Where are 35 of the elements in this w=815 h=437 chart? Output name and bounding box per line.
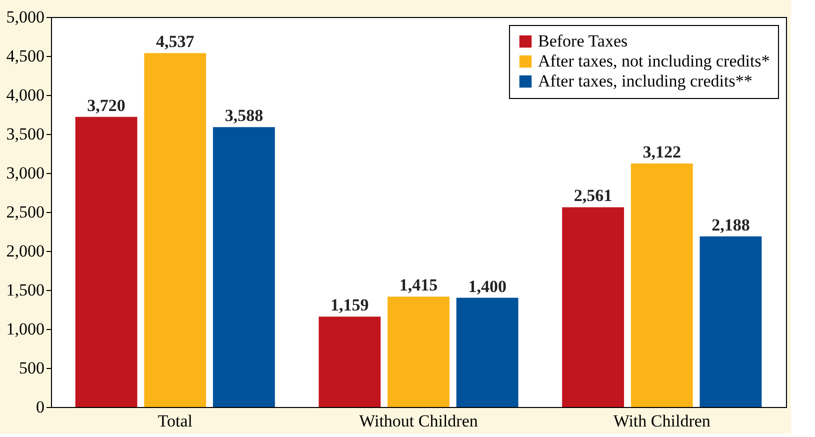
data-label: 2,188 <box>712 215 750 234</box>
y-tick-label: 0 <box>36 398 44 416</box>
data-label: 3,122 <box>642 142 682 162</box>
x-tick-label: Without Children <box>359 412 478 430</box>
y-tick-label: 1,000 <box>6 320 44 338</box>
legend-label: After taxes, including credits** <box>538 72 752 90</box>
legend-label: After taxes, not including credits* <box>538 52 770 70</box>
x-tick-label: With Children <box>613 412 711 430</box>
bar <box>630 163 693 407</box>
data-label: 1,415 <box>399 276 438 295</box>
bar <box>562 207 624 407</box>
bar <box>75 116 138 407</box>
y-tick-label: 2,500 <box>6 202 44 222</box>
y-tick-label: 4,000 <box>6 86 44 104</box>
y-tick-label: 2,000 <box>6 242 44 260</box>
data-label: 4,537 <box>156 32 195 52</box>
bar <box>318 316 381 407</box>
data-label: 2,561 <box>574 186 612 206</box>
bar <box>700 236 762 407</box>
data-label: 1,400 <box>468 276 506 296</box>
y-tick-label: 3,500 <box>6 124 44 144</box>
data-label: 1,159 <box>330 296 369 315</box>
x-tick-label: Total <box>158 412 193 430</box>
data-label: 3,588 <box>224 106 264 126</box>
y-tick-label: 3,000 <box>6 164 44 182</box>
y-tick-label: 4,500 <box>6 46 44 66</box>
bar <box>456 298 518 407</box>
data-label: 3,720 <box>87 96 126 115</box>
y-tick-label: 5,000 <box>6 8 44 26</box>
bar <box>388 296 450 407</box>
bar <box>144 53 206 407</box>
bar <box>212 127 275 407</box>
legend-label: Before Taxes <box>538 32 628 50</box>
y-tick-label: 1,500 <box>6 280 44 300</box>
y-tick-label: 500 <box>19 358 44 378</box>
